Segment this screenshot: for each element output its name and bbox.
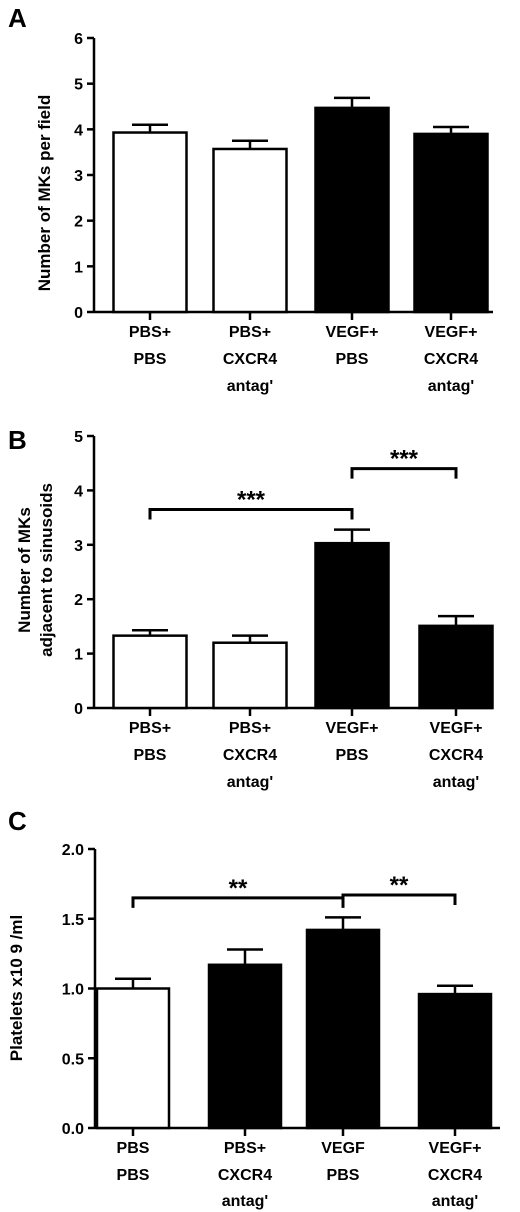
x-tick-label: antag' (432, 1193, 478, 1210)
bar (314, 541, 390, 710)
y-axis-title: Number of MKs (15, 507, 34, 633)
x-tick-label: PBS (134, 747, 167, 764)
x-tick-label: antag' (227, 378, 273, 395)
significance-bracket (341, 893, 457, 906)
bar (207, 963, 283, 1130)
y-tick-label: 1 (74, 259, 83, 276)
x-tick-label: PBS (336, 747, 369, 764)
x-tick-label: PBS (336, 351, 369, 368)
panel-c: C 0.0 0.5 1.0 1.5 2.0 PBS PBS PBS+ CXCR4 antag' VEG… (7, 806, 500, 1210)
y-tick-label: 2 (74, 592, 83, 609)
x-tick-label: VEGF+ (326, 324, 379, 341)
bar (417, 992, 493, 1130)
x-tick-label: PBS (117, 1167, 150, 1184)
y-tick-label: 1.5 (62, 912, 84, 929)
y-tick-label: 3 (74, 538, 83, 555)
x-tick-label: CXCR4 (223, 351, 277, 368)
y-tick-label: 0 (74, 701, 83, 718)
bar (212, 147, 288, 314)
x-tick-label: PBS+ (224, 1140, 266, 1157)
y-tick-label: 0 (74, 305, 83, 322)
significance-label: ** (229, 875, 248, 902)
panel-letter: C (8, 806, 27, 836)
panel-letter: A (8, 3, 27, 33)
bar (212, 641, 288, 710)
y-tick-label: 5 (74, 429, 83, 446)
y-axis-title: Platelets x10 9 /ml (7, 915, 26, 1061)
x-tick-label: PBS+ (129, 324, 171, 341)
x-tick-label: CXCR4 (429, 747, 483, 764)
bar (413, 132, 489, 314)
y-tick-label: 3 (74, 168, 83, 185)
x-tick-label: CXCR4 (428, 1167, 482, 1184)
x-tick-label: VEGF+ (326, 720, 379, 737)
y-tick-label: 4 (74, 122, 83, 139)
x-tick-label: VEGF+ (429, 1140, 482, 1157)
panel-b: B 0 1 2 3 4 5 PBS+ PBS PBS+ CXCR4 antag' VEGF+ PBS VEG… (8, 425, 494, 791)
y-tick-label: 4 (74, 483, 83, 500)
y-tick-label: 1.0 (62, 982, 84, 999)
x-tick-label: PBS (134, 351, 167, 368)
x-tick-label: PBS (327, 1167, 360, 1184)
y-tick-label: 2.0 (62, 842, 84, 859)
bar (112, 634, 188, 710)
x-tick-label: PBS+ (229, 324, 271, 341)
panel-letter: B (8, 425, 27, 455)
x-tick-label: CXCR4 (218, 1167, 272, 1184)
significance-label: *** (390, 446, 419, 473)
y-axis-title: adjacent to sinusoids (37, 483, 56, 657)
y-tick-label: 6 (74, 31, 83, 48)
bar (305, 928, 381, 1130)
x-tick-label: antag' (222, 1193, 268, 1210)
significance-label: *** (237, 486, 266, 513)
x-tick-label: antag' (433, 774, 479, 791)
x-tick-label: VEGF (321, 1140, 365, 1157)
y-tick-label: 5 (74, 77, 83, 94)
y-tick-label: 2 (74, 214, 83, 231)
x-tick-label: VEGF+ (425, 324, 478, 341)
x-tick-label: CXCR4 (223, 747, 277, 764)
bar (112, 131, 188, 314)
x-tick-label: PBS+ (129, 720, 171, 737)
x-tick-label: PBS (117, 1140, 150, 1157)
panel-a: A 0 1 2 3 4 5 6 PBS+ PBS PBS+ CXCR4 antag' VEGF+ PBS VE… (8, 3, 493, 395)
x-tick-label: CXCR4 (424, 351, 478, 368)
x-tick-label: PBS+ (229, 720, 271, 737)
significance-bracket (350, 467, 458, 479)
x-tick-label: VEGF+ (430, 720, 483, 737)
y-tick-label: 0.0 (62, 1121, 84, 1138)
significance-label: ** (390, 872, 409, 899)
y-tick-label: 0.5 (62, 1051, 84, 1068)
x-tick-label: antag' (227, 774, 273, 791)
x-tick-label: antag' (428, 378, 474, 395)
y-axis-title: Number of MKs per field (35, 95, 54, 291)
bar (314, 106, 390, 314)
significance-bracket (148, 507, 354, 520)
y-tick-label: 1 (74, 647, 83, 664)
bar (95, 987, 171, 1130)
bar (418, 624, 494, 710)
